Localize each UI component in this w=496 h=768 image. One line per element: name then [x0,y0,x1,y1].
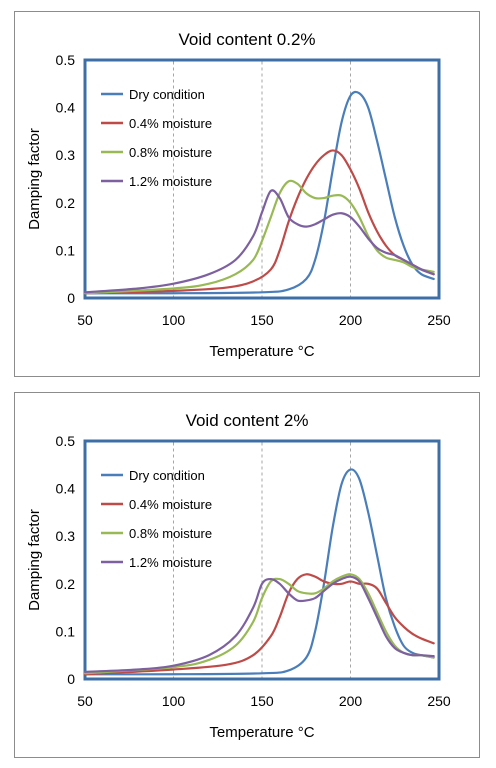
y-tick-label-0-3: 0.3 [56,147,76,163]
legend-label-0-8-moisture: 0.8% moisture [129,145,212,160]
series-line-dry-condition [83,90,435,295]
y-tick-label-0-5: 0.5 [56,52,76,68]
x-axis-unit: °C [298,724,315,741]
chart-panel-void-0-2: Void content 0.2% 0 0.1 0.2 0.3 0.4 0.5 50 100 15… [14,11,480,377]
x-axis-label-text: Temperature [209,343,297,360]
series-line-1-2-moisture [83,189,435,294]
legend-label-0-4-moisture: 0.4% moisture [129,497,212,512]
legend-label-dry-condition: Dry condition [129,468,205,483]
chart-title: Void content 2% [186,411,309,430]
x-tick-label-250: 250 [427,312,451,328]
x-tick-label-200: 200 [339,693,363,709]
y-tick-label-0-1: 0.1 [56,623,76,639]
legend-label-1-2-moisture: 1.2% moisture [129,174,212,189]
legend-label-0-4-moisture: 0.4% moisture [129,116,212,131]
x-tick-label-200: 200 [339,312,363,328]
y-tick-label-0-1: 0.1 [56,242,76,258]
y-tick-label-0-4: 0.4 [56,481,76,497]
y-tick-label-0: 0 [67,671,75,687]
y-axis-label: Damping factor [26,509,43,611]
series-line-0-8-moisture [83,573,435,675]
x-axis-label-text: Temperature [209,724,297,741]
series-line-dry-condition [83,468,435,676]
x-tick-label-250: 250 [427,693,451,709]
series-line-1-2-moisture [83,575,435,673]
chart-title: Void content 0.2% [178,30,315,49]
y-tick-label-0-2: 0.2 [56,576,76,592]
y-tick-label-0-5: 0.5 [56,433,76,449]
x-axis-label: Temperature °C [209,724,314,741]
x-axis-unit: °C [298,343,315,360]
legend-label-0-8-moisture: 0.8% moisture [129,526,212,541]
x-tick-label-150: 150 [250,312,274,328]
x-tick-label-50: 50 [77,693,93,709]
x-tick-label-100: 100 [162,312,186,328]
y-tick-label-0: 0 [67,290,75,306]
x-tick-label-50: 50 [77,312,93,328]
x-tick-label-100: 100 [162,693,186,709]
legend-label-1-2-moisture: 1.2% moisture [129,555,212,570]
chart-panel-void-2: Void content 2% 0 0.1 0.2 0.3 0.4 0.5 50 100 150 2… [14,392,480,758]
y-axis-label: Damping factor [26,128,43,230]
x-tick-label-150: 150 [250,693,274,709]
legend-label-dry-condition: Dry condition [129,87,205,102]
damping-chart-void-0-2: Void content 0.2% 0 0.1 0.2 0.3 0.4 0.5 50 100 15… [26,30,451,360]
damping-chart-void-2: Void content 2% 0 0.1 0.2 0.3 0.4 0.5 50 100 150 2… [26,411,451,741]
y-tick-label-0-2: 0.2 [56,195,76,211]
x-axis-label: Temperature °C [209,343,314,360]
y-tick-label-0-3: 0.3 [56,528,76,544]
series-line-0-8-moisture [83,179,435,295]
y-tick-label-0-4: 0.4 [56,100,76,116]
